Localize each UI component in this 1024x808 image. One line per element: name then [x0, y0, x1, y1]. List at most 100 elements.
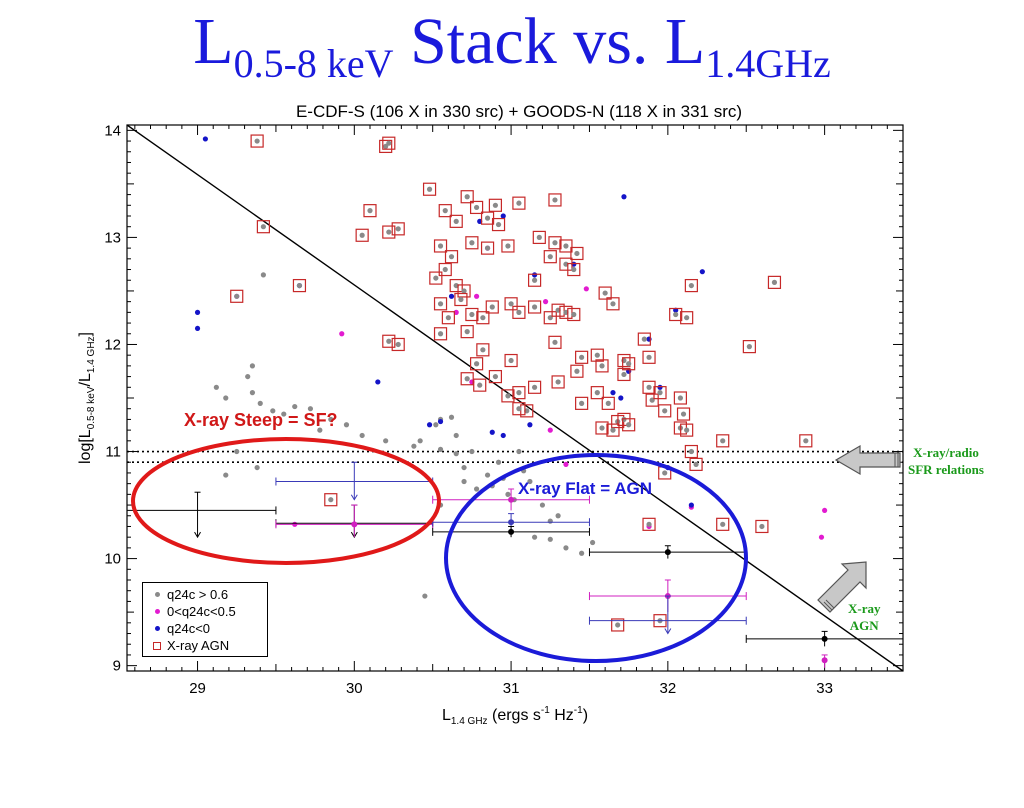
- data-point-blue: [688, 502, 694, 508]
- agn-inner-point: [599, 363, 605, 369]
- data-point-grey: [547, 536, 553, 542]
- agn-marker: [622, 357, 636, 371]
- data-point-blue: [527, 422, 533, 428]
- agn-inner-point: [803, 438, 809, 444]
- data-point-blue: [489, 429, 495, 435]
- upper-limit-arrow: [350, 494, 358, 501]
- data-point-grey: [453, 451, 459, 457]
- agn-inner-point: [594, 390, 600, 396]
- stack-point: [508, 528, 515, 535]
- data-point-magenta: [542, 299, 549, 305]
- agn-marker: [601, 396, 615, 410]
- stack-points: [126, 461, 904, 668]
- agn-marker: [379, 139, 393, 154]
- x-tick-label: 33: [816, 680, 833, 697]
- x-tick-label: 29: [189, 680, 206, 697]
- data-point-grey: [245, 373, 251, 380]
- data-point-grey: [249, 363, 256, 369]
- agn-inner-point: [599, 425, 605, 431]
- flat-label: X-ray Flat = AGN: [518, 479, 652, 498]
- agn-marker: [617, 367, 631, 382]
- agn-inner-point: [426, 186, 433, 192]
- agn-marker: [449, 214, 463, 228]
- agn-inner-point: [662, 408, 668, 414]
- agn-marker: [595, 359, 609, 373]
- agn-inner-point: [720, 438, 726, 444]
- steep-ellipse: [131, 437, 441, 565]
- agn-marker: [676, 407, 691, 421]
- steep-label: X-ray Steep = SF?: [184, 410, 338, 430]
- agn-inner-point: [684, 315, 690, 321]
- agn-marker: [669, 307, 683, 322]
- data-point-blue: [699, 269, 705, 275]
- agn-marker: [512, 386, 526, 400]
- agn-marker: [567, 262, 581, 277]
- agn-marker: [512, 402, 526, 416]
- agn-inner-point: [610, 301, 616, 307]
- agn-inner-point: [531, 277, 538, 283]
- data-point-blue: [657, 384, 663, 390]
- dividing-line: [126, 124, 904, 672]
- agn-inner-point: [492, 202, 499, 208]
- data-point-magenta: [473, 293, 480, 299]
- data-point-grey: [547, 518, 553, 524]
- agn-inner-point: [508, 357, 514, 364]
- agn-marker: [504, 353, 518, 368]
- agn-inner-point: [602, 290, 608, 296]
- agn-inner-point: [720, 521, 726, 527]
- agn-marker: [532, 230, 546, 245]
- agn-inner-point: [489, 304, 495, 310]
- agn-inner-point: [688, 448, 694, 455]
- agn-inner-point: [516, 200, 522, 206]
- agn-inner-point: [516, 406, 522, 412]
- agn-inner-point: [458, 296, 464, 303]
- agn-marker: [527, 273, 542, 287]
- agn-marker: [355, 228, 369, 242]
- agn-inner-point: [386, 338, 392, 344]
- stack-point: [508, 496, 515, 503]
- upper-limit-arrow: [664, 628, 672, 635]
- agn-inner-point: [693, 461, 699, 467]
- agn-inner-point: [492, 373, 499, 380]
- agn-inner-point: [328, 497, 334, 503]
- data-point-blue: [448, 293, 455, 299]
- agn-marker: [680, 311, 694, 325]
- legend-item-blue: q24c<0: [151, 620, 267, 637]
- data-point-grey: [461, 478, 467, 485]
- agn-inner-point: [531, 304, 538, 310]
- agn-inner-point: [461, 288, 467, 294]
- xray-agn-note: X-ray AGN: [848, 601, 881, 633]
- agn-inner-point: [445, 315, 451, 321]
- agn-inner-point: [615, 622, 621, 628]
- agn-marker: [590, 386, 604, 400]
- agn-inner-point: [641, 336, 647, 342]
- agn-inner-point: [495, 221, 502, 228]
- agn-marker: [767, 275, 782, 289]
- agn-inner-point: [395, 341, 401, 348]
- agn-inner-point: [594, 352, 600, 358]
- data-point-grey: [473, 486, 480, 492]
- data-point-blue: [375, 379, 381, 385]
- y-axis-label: log[L0.5-8 keV/L1.4 GHz]: [77, 332, 97, 464]
- data-point-grey: [579, 550, 585, 556]
- agn-marker: [230, 289, 244, 303]
- agn-marker: [684, 278, 698, 293]
- agn-marker: [642, 350, 656, 364]
- agn-marker: [548, 335, 562, 349]
- agn-marker: [548, 236, 562, 250]
- agn-marker: [512, 196, 526, 210]
- agn-inner-point: [464, 329, 470, 335]
- data-point-grey: [281, 411, 287, 417]
- agn-marker: [480, 241, 495, 255]
- agn-marker: [617, 353, 631, 368]
- stack-point: [351, 521, 358, 528]
- agn-marker: [469, 200, 484, 215]
- data-point-grey: [223, 395, 229, 401]
- agn-marker: [606, 297, 620, 311]
- annotations: X-ray Steep = SF? X-ray Flat = AGN: [131, 410, 748, 663]
- x-tick-label: 32: [660, 680, 677, 697]
- agn-inner-point: [684, 427, 690, 433]
- data-point-grey: [527, 478, 533, 485]
- agn-inner-point: [563, 243, 569, 249]
